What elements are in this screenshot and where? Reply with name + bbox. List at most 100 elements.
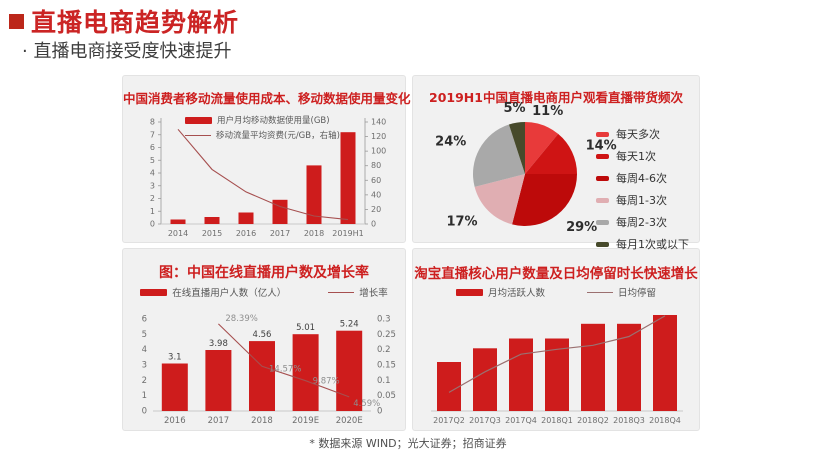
pie-legend-item: 每周4-6次 (596, 170, 689, 186)
left-axis-tick-label: 6 (142, 315, 147, 325)
legend-line-swatch-icon (185, 134, 211, 136)
left-axis-tick-label: 8 (150, 118, 155, 127)
left-axis-tick-label: 7 (150, 130, 155, 139)
x-axis-label: 2018Q4 (649, 416, 681, 425)
card-taobao-live-chart: 淘宝直播核心用户数量及日均停留时长快速增长 月均活跃人数 日均停留 2017Q2 2… (412, 248, 700, 431)
pie-legend-label: 每月1次或以下 (616, 238, 689, 251)
pie-percent-label: 5% (503, 101, 525, 116)
x-axis-label: 2020E (336, 416, 363, 426)
x-axis-label: 2016 (164, 416, 186, 426)
left-axis-tick-label: 0 (150, 220, 155, 229)
trend-line-label: 4.59% (353, 399, 380, 409)
right-axis-tick-label: 0 (377, 407, 382, 417)
pie-legend-swatch-icon (596, 175, 609, 181)
bar (306, 165, 322, 224)
legend-item: 在线直播用户人数（亿人） (140, 285, 286, 299)
bar (437, 362, 461, 411)
left-axis-tick-label: 4 (142, 345, 147, 355)
bar (581, 323, 605, 411)
x-axis-label: 2014 (168, 229, 188, 238)
x-axis-label: 2017Q3 (469, 416, 501, 425)
bar (205, 350, 232, 411)
legend-bar-swatch-icon (455, 288, 483, 296)
right-axis-tick-label: 0.3 (377, 315, 391, 325)
trend-line (177, 128, 349, 221)
pie-percent-label: 11% (532, 104, 563, 119)
page-title: 直播电商趋势解析 (31, 8, 240, 37)
x-axis-label: 2016 (236, 229, 256, 238)
chart-title-mobile-data: 中国消费者移动流量使用成本、移动数据使用量变化 (123, 91, 411, 106)
left-axis-tick-label: 1 (150, 207, 155, 216)
legend-item: 月均活跃人数 (455, 285, 545, 299)
x-axis-label: 2018 (251, 416, 273, 426)
footnote: * 数据来源 WIND；光大证券；招商证券 (309, 437, 507, 450)
pie-legend-label: 每周2-3次 (616, 216, 667, 229)
pie-legend-label: 每天多次 (616, 128, 660, 141)
legend-bar-swatch-icon (140, 288, 168, 296)
pie-chart-watch-frequency: 11% 14% 29% 17% 24% 5% (435, 101, 617, 235)
bar (272, 199, 288, 224)
pie-legend-item: 每周2-3次 (596, 214, 689, 230)
bar-line-chart-online-users: 0 1 2 3 4 5 6 0 0.05 0.1 0.15 0.2 0.25 0.3 3.1 3.98 4.56… (142, 314, 396, 426)
right-axis-tick-label: 0.15 (377, 361, 396, 371)
bar (509, 338, 533, 411)
chart-legend-mobile-data: 用户月均移动数据使用量(GB) 移动流量平均资费(元/GB，右轴) (185, 114, 340, 141)
trend-line-label: 28.39% (225, 314, 257, 324)
pie-percent-label: 24% (435, 135, 466, 150)
pie-legend-swatch-icon (596, 197, 609, 203)
legend-item: 用户月均移动数据使用量(GB) (185, 114, 340, 126)
right-axis-tick-label: 0.05 (377, 391, 396, 401)
page-subtitle: · 直播电商接受度快速提升 (22, 41, 232, 62)
left-axis-tick-label: 1 (142, 391, 147, 401)
legend-label: 增长率 (359, 288, 388, 299)
left-axis-tick-label: 3 (142, 361, 147, 371)
pie-slice (474, 174, 525, 225)
trend-line (448, 315, 666, 393)
x-axis-label: 2017Q2 (433, 416, 465, 425)
pie-slice (525, 122, 559, 174)
pie-legend-item: 每天多次 (596, 126, 689, 142)
bar (170, 219, 186, 224)
legend-line-swatch-icon (328, 291, 355, 293)
pie-slice (512, 174, 577, 227)
right-axis-tick-label: 0.2 (377, 345, 391, 355)
right-axis-tick-label: 40 (371, 190, 381, 199)
x-axis-label: 2015 (202, 229, 222, 238)
x-axis-label: 2018 (304, 229, 324, 238)
legend-line-swatch-icon (587, 291, 613, 293)
pie-percent-label: 29% (566, 220, 597, 235)
pie-legend-item: 每天1次 (596, 148, 689, 164)
chart-title-taobao-live: 淘宝直播核心用户数量及日均停留时长快速增长 (414, 266, 698, 282)
left-axis-tick-label: 6 (150, 143, 155, 152)
bar (204, 217, 220, 224)
bar (653, 315, 677, 411)
legend-label: 用户月均移动数据使用量(GB) (217, 116, 330, 126)
left-axis-tick-label: 2 (150, 194, 155, 203)
x-axis-label: 2018Q1 (541, 416, 573, 425)
x-axis-label: 2019H1 (332, 229, 363, 238)
left-axis-tick-label: 5 (142, 330, 147, 340)
x-axis-label: 2017 (270, 229, 290, 238)
right-axis-tick-label: 140 (371, 118, 386, 127)
bar (336, 330, 363, 411)
left-axis-tick-label: 4 (150, 169, 155, 178)
pie-legend-label: 每天1次 (616, 150, 656, 163)
x-axis-label: 2017 (208, 416, 230, 426)
chart-legend-online-users: 在线直播用户人数（亿人） 增长率 (123, 285, 405, 299)
bar (292, 334, 319, 411)
trend-line-label: 9.87% (313, 377, 340, 387)
pie-legend-swatch-icon (596, 131, 609, 137)
pie-legend-item: 每月1次或以下 (596, 236, 689, 252)
right-axis-tick-label: 120 (371, 132, 386, 141)
pie-legend-swatch-icon (596, 241, 609, 247)
bar-value-label: 5.01 (296, 323, 315, 333)
pie-slice (472, 124, 525, 187)
bar (238, 212, 254, 224)
right-axis-tick-label: 0 (371, 220, 376, 229)
left-axis-tick-label: 0 (142, 407, 147, 417)
chart-title-watch-frequency: 2019H1中国直播电商用户观看直播带货频次 (429, 90, 683, 105)
x-axis-label: 2017Q4 (505, 416, 537, 425)
legend-label: 月均活跃人数 (487, 288, 545, 299)
